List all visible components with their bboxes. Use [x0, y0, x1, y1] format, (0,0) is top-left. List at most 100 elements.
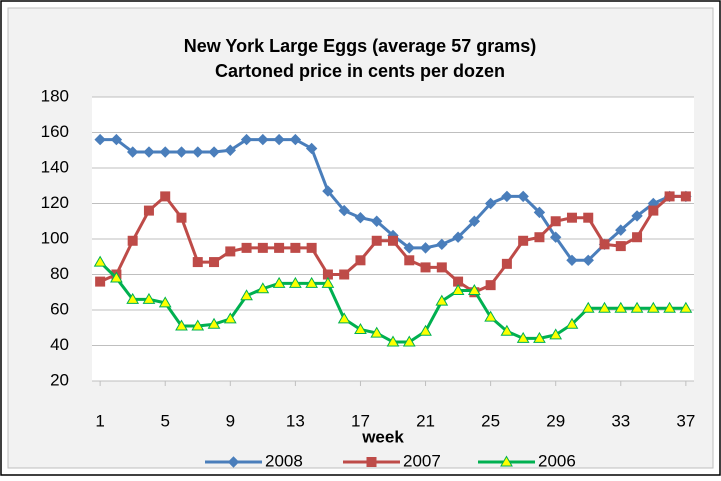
data-point	[370, 326, 384, 338]
data-point	[501, 190, 513, 203]
y-tick-label: 180	[41, 86, 69, 105]
data-point	[289, 133, 302, 146]
data-point	[225, 246, 236, 257]
data-point	[614, 301, 628, 313]
data-point	[615, 224, 627, 236]
data-point	[127, 235, 138, 246]
data-point	[337, 312, 351, 324]
legend-label: 2008	[265, 451, 303, 470]
chart-title: New York Large Eggs (average 57 grams)	[184, 36, 537, 56]
data-point	[321, 276, 335, 288]
data-point	[223, 312, 237, 324]
x-tick-label: 25	[481, 411, 500, 430]
data-point	[355, 255, 366, 266]
x-tick-label: 5	[160, 411, 169, 430]
data-point	[272, 276, 286, 288]
chart-subtitle: Cartoned price in cents per dozen	[215, 61, 505, 81]
data-point	[354, 323, 367, 335]
data-point	[273, 133, 285, 146]
y-tick-label: 80	[50, 264, 69, 283]
data-point	[208, 146, 220, 158]
data-point	[339, 269, 350, 280]
data-point	[110, 133, 123, 146]
x-tick-label: 13	[286, 411, 305, 430]
data-point	[467, 283, 481, 295]
data-point	[93, 255, 107, 267]
data-point	[615, 241, 626, 252]
data-point	[158, 296, 172, 308]
legend-label: 2007	[403, 451, 441, 470]
data-point	[646, 301, 660, 313]
data-point	[631, 210, 643, 222]
data-point	[338, 204, 350, 217]
data-point	[95, 276, 106, 287]
data-point	[240, 133, 253, 146]
data-point	[274, 242, 285, 253]
data-point	[142, 292, 156, 304]
data-point	[533, 331, 546, 343]
data-point	[159, 146, 171, 158]
data-point	[484, 197, 497, 210]
data-point	[322, 185, 334, 197]
data-point	[648, 205, 659, 216]
data-point	[533, 206, 546, 219]
y-tick-label: 140	[41, 157, 69, 176]
data-point	[566, 212, 577, 223]
y-tick-label: 20	[50, 370, 69, 389]
data-point	[516, 331, 530, 343]
data-point	[630, 301, 644, 313]
data-point	[160, 191, 171, 202]
y-tick-label: 120	[41, 193, 69, 212]
data-point	[501, 258, 512, 269]
data-point	[451, 283, 465, 295]
y-tick-label: 40	[50, 335, 69, 354]
data-point	[549, 231, 562, 243]
data-point	[305, 276, 319, 288]
data-point	[632, 232, 643, 243]
data-point	[583, 212, 594, 223]
data-point	[386, 335, 400, 347]
data-point	[305, 142, 318, 155]
x-axis-title: week	[361, 427, 404, 446]
data-point	[598, 301, 611, 313]
data-point	[550, 216, 561, 227]
data-point	[224, 144, 237, 156]
data-point	[192, 146, 204, 158]
data-point	[419, 242, 432, 254]
legend-label: 2006	[538, 451, 576, 470]
data-point	[680, 191, 691, 202]
data-point	[565, 317, 579, 329]
data-point	[110, 271, 123, 283]
data-point	[403, 242, 415, 254]
data-point	[126, 292, 140, 304]
data-point	[257, 242, 268, 253]
x-tick-label: 33	[611, 411, 630, 430]
x-tick-label: 37	[676, 411, 695, 430]
data-point	[191, 319, 205, 331]
data-point	[175, 146, 188, 158]
data-point	[436, 262, 447, 273]
data-point	[566, 254, 578, 267]
data-point	[436, 238, 448, 251]
data-point	[679, 301, 693, 313]
data-point	[402, 335, 416, 347]
data-point	[143, 146, 155, 158]
data-point	[404, 255, 415, 266]
data-point	[452, 231, 464, 243]
data-point	[207, 317, 221, 329]
data-point	[257, 133, 269, 146]
data-point	[599, 239, 610, 250]
data-point	[419, 324, 432, 336]
x-tick-label: 9	[226, 411, 235, 430]
data-point	[468, 215, 481, 227]
x-tick-label: 21	[416, 411, 435, 430]
data-point	[175, 319, 188, 331]
legend-marker	[227, 456, 240, 468]
data-point	[500, 324, 514, 336]
data-point	[534, 232, 545, 243]
x-tick-label: 17	[351, 411, 370, 430]
data-point	[241, 242, 252, 253]
data-point	[549, 328, 563, 340]
data-point	[354, 211, 367, 224]
data-point	[143, 205, 154, 216]
